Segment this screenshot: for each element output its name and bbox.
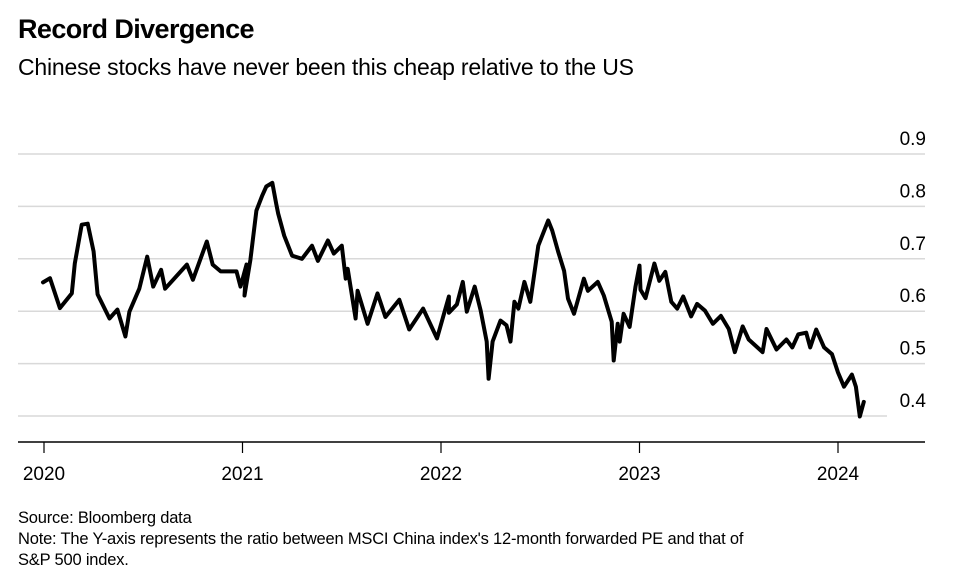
source-note: Source: Bloomberg data <box>18 509 192 527</box>
chart-title: Record Divergence <box>18 14 255 44</box>
x-tick-label: 2024 <box>817 464 860 485</box>
line-chart: 0.4 0.5 0.6 0.7 0.8 0.9 2020 2021 2022 2023 2024 <box>18 129 927 485</box>
series-group <box>41 180 866 419</box>
x-tick-label: 2023 <box>618 464 660 485</box>
x-axis: 2020 2021 2022 2023 2024 <box>18 441 925 485</box>
x-tick-label: 2020 <box>23 464 65 485</box>
y-tick-label: 0.5 <box>900 339 926 360</box>
chart-subtitle: Chinese stocks have never been this chea… <box>18 54 634 80</box>
series-line <box>41 180 866 419</box>
methodology-note: Note: The Y-axis represents the ratio be… <box>18 530 744 548</box>
y-tick-label: 0.4 <box>900 391 927 412</box>
chart-footer: Source: Bloomberg data Note: The Y-axis … <box>18 508 743 571</box>
x-tick-label: 2022 <box>420 464 462 485</box>
gridlines <box>18 153 925 417</box>
x-tick-label: 2021 <box>221 464 263 485</box>
y-tick-label: 0.8 <box>900 181 926 202</box>
y-tick-label: 0.9 <box>900 129 926 150</box>
y-tick-label: 0.7 <box>900 234 926 255</box>
y-axis-ticks: 0.4 0.5 0.6 0.7 0.8 0.9 <box>900 129 927 412</box>
y-tick-label: 0.6 <box>900 286 926 307</box>
methodology-note-continued: S&P 500 index. <box>18 551 129 569</box>
